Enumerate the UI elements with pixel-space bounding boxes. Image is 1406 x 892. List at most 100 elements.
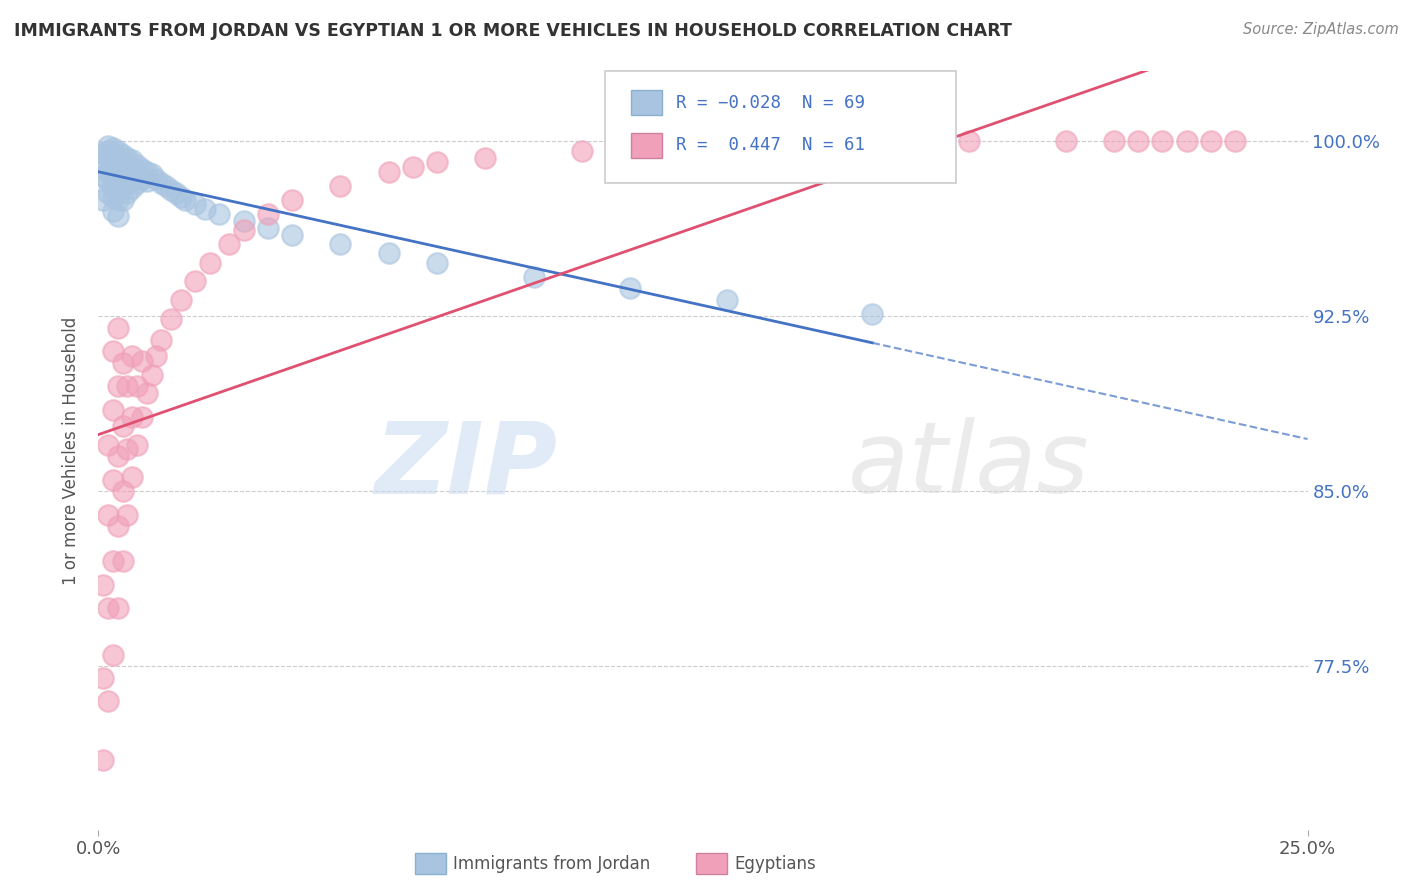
Point — [402, 160, 425, 174]
Point — [169, 293, 191, 307]
Point — [97, 601, 120, 615]
Point — [127, 177, 149, 191]
Point — [377, 246, 399, 260]
Text: IMMIGRANTS FROM JORDAN VS EGYPTIAN 1 OR MORE VEHICLES IN HOUSEHOLD CORRELATION C: IMMIGRANTS FROM JORDAN VS EGYPTIAN 1 OR … — [14, 22, 1012, 40]
Point — [174, 193, 197, 207]
Point — [107, 209, 129, 223]
Point — [127, 379, 149, 393]
Point — [111, 484, 134, 499]
Point — [117, 186, 139, 200]
Point — [91, 193, 114, 207]
Point — [107, 158, 129, 172]
Point — [131, 353, 153, 368]
Point — [91, 671, 114, 685]
Point — [107, 164, 129, 178]
Point — [107, 193, 129, 207]
Point — [97, 174, 120, 188]
Point — [1054, 134, 1077, 148]
Point — [184, 274, 207, 288]
Point — [101, 190, 124, 204]
Point — [101, 648, 124, 662]
Point — [571, 144, 593, 158]
Point — [1128, 134, 1150, 148]
Point — [97, 508, 120, 522]
Point — [97, 164, 120, 178]
Point — [111, 419, 134, 434]
Text: Source: ZipAtlas.com: Source: ZipAtlas.com — [1243, 22, 1399, 37]
Point — [184, 197, 207, 211]
Point — [256, 220, 278, 235]
Point — [111, 171, 134, 186]
Point — [97, 694, 120, 708]
Point — [91, 753, 114, 767]
Point — [101, 344, 124, 359]
Point — [426, 255, 449, 269]
Point — [121, 169, 143, 184]
Point — [97, 144, 120, 158]
Text: ZIP: ZIP — [375, 417, 558, 514]
Point — [97, 186, 120, 200]
Point — [135, 164, 157, 178]
Point — [107, 171, 129, 186]
Point — [97, 437, 120, 451]
Point — [121, 349, 143, 363]
Point — [117, 151, 139, 165]
Point — [619, 141, 641, 155]
Point — [107, 379, 129, 393]
Point — [141, 368, 163, 382]
Text: R = −0.028  N = 69: R = −0.028 N = 69 — [676, 94, 865, 112]
Point — [101, 473, 124, 487]
Point — [160, 183, 183, 197]
Point — [1102, 134, 1125, 148]
Point — [117, 164, 139, 178]
Point — [101, 171, 124, 186]
Point — [127, 164, 149, 178]
Point — [208, 207, 231, 221]
Point — [127, 158, 149, 172]
Point — [131, 409, 153, 424]
Point — [121, 470, 143, 484]
Point — [1175, 134, 1198, 148]
Point — [111, 181, 134, 195]
Point — [101, 181, 124, 195]
Point — [329, 237, 352, 252]
Text: R =  0.447  N = 61: R = 0.447 N = 61 — [676, 136, 865, 154]
Point — [141, 167, 163, 181]
Point — [716, 293, 738, 307]
Point — [97, 158, 120, 172]
Point — [121, 153, 143, 167]
Point — [716, 139, 738, 153]
Point — [107, 321, 129, 335]
Point — [1199, 134, 1222, 148]
Point — [121, 160, 143, 174]
Point — [131, 162, 153, 177]
Point — [97, 151, 120, 165]
Point — [281, 193, 304, 207]
Point — [256, 207, 278, 221]
Point — [117, 508, 139, 522]
Point — [165, 186, 187, 200]
Point — [111, 162, 134, 177]
Point — [131, 171, 153, 186]
Point — [121, 409, 143, 424]
Point — [111, 356, 134, 370]
Point — [107, 144, 129, 158]
Point — [145, 349, 167, 363]
Point — [101, 148, 124, 162]
Point — [117, 379, 139, 393]
Point — [117, 174, 139, 188]
Point — [101, 155, 124, 169]
Point — [218, 237, 240, 252]
Point — [135, 386, 157, 401]
Point — [101, 204, 124, 219]
Point — [101, 402, 124, 417]
Point — [860, 307, 883, 321]
Point — [886, 136, 908, 151]
Point — [111, 554, 134, 568]
Point — [111, 155, 134, 169]
Point — [377, 164, 399, 178]
Point — [957, 134, 980, 148]
Point — [232, 213, 254, 227]
Point — [91, 146, 114, 161]
Text: Immigrants from Jordan: Immigrants from Jordan — [453, 855, 650, 873]
